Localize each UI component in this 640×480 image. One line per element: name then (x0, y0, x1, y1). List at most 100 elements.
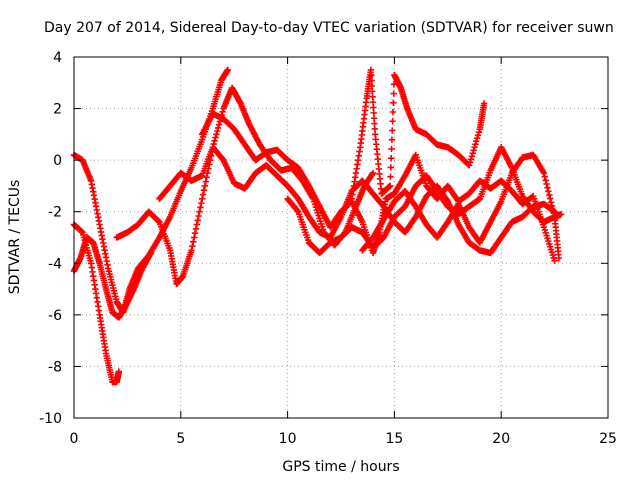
data-point-marker (544, 184, 551, 191)
y-tick-label: -6 (48, 308, 62, 324)
y-tick-label: 2 (53, 102, 62, 118)
data-point-marker (386, 182, 394, 190)
y-tick-label: -4 (48, 256, 62, 272)
tick-labels: 0 5 10 15 20 25 -10 -8 -6 -4 -2 0 2 4 (39, 50, 617, 447)
y-tick-label: 4 (53, 50, 62, 66)
data-point-marker (198, 199, 205, 207)
data-point-marker (190, 234, 198, 241)
data-point-marker (370, 115, 378, 122)
data-point-marker (480, 100, 488, 107)
data-point-marker (197, 204, 204, 211)
data-point-marker (202, 178, 209, 185)
series-track-g (348, 66, 488, 203)
data-point-marker (475, 129, 483, 136)
data-point-marker (389, 127, 396, 134)
data-point-marker (468, 153, 476, 160)
data-point-marker (389, 108, 397, 116)
plot-frame (73, 56, 609, 419)
grid-lines (74, 57, 608, 418)
data-point-marker (469, 150, 476, 157)
data-point-marker (388, 145, 395, 153)
data-point-marker (471, 144, 478, 151)
data-point-marker (195, 212, 202, 220)
data-point-marker (155, 217, 162, 225)
data-point-marker (388, 136, 396, 143)
data-point-marker (191, 230, 199, 237)
data-point-marker (467, 156, 475, 163)
data-point-marker (546, 191, 553, 199)
data-point-marker (193, 221, 201, 228)
data-point-marker (214, 127, 221, 135)
data-point-marker (370, 104, 377, 111)
data-point-marker (211, 137, 218, 145)
data-point-marker (557, 211, 565, 218)
data-point-marker (115, 368, 123, 375)
data-point-marker (198, 195, 206, 203)
data-point-marker (368, 72, 375, 79)
data-point-marker (294, 207, 301, 214)
data-point-marker (387, 173, 394, 180)
data-point-marker (371, 120, 378, 127)
y-tick-label: -2 (48, 205, 62, 221)
data-point-marker (548, 202, 556, 210)
chart-title: Day 207 of 2014, Sidereal Day-to-day VTE… (44, 20, 614, 36)
data-point-marker (219, 108, 226, 115)
axis-ticks (73, 56, 609, 419)
data-point-marker (214, 124, 222, 132)
y-tick-label: 0 (53, 153, 62, 169)
x-tick-label: 20 (492, 431, 510, 447)
data-point-marker (369, 98, 377, 106)
data-point-marker (370, 109, 377, 117)
data-point-marker (474, 132, 482, 139)
data-point-marker (367, 66, 375, 74)
data-point-marker (549, 206, 557, 213)
data-point-marker (215, 121, 223, 128)
data-point-marker (189, 242, 196, 250)
data-point-marker (196, 208, 203, 215)
y-tick-label: -10 (39, 411, 62, 427)
data-point-marker (368, 82, 376, 90)
data-point-marker (540, 169, 548, 177)
x-tick-label: 25 (599, 431, 617, 447)
data-point-marker (466, 159, 474, 166)
data-point-marker (551, 257, 558, 264)
data-point-marker (390, 90, 397, 97)
data-point-marker (473, 135, 481, 142)
data-point-marker (224, 66, 231, 74)
series-track-c (70, 234, 155, 321)
data-point-marker (147, 249, 155, 257)
data-point-marker (194, 217, 201, 224)
data-point-marker (465, 162, 473, 169)
data-point-marker (387, 164, 395, 171)
data-point-marker (190, 238, 197, 245)
data-point-marker (390, 99, 397, 106)
y-axis-label: SDTVAR / TECUs (7, 180, 23, 295)
data-point-marker (203, 174, 210, 181)
data-point-marker (546, 195, 554, 202)
x-axis-label: GPS time / hours (282, 459, 399, 475)
data-point-marker (200, 187, 208, 194)
data-point-marker (369, 169, 377, 177)
data-point-marker (213, 131, 220, 138)
series-track-a (70, 66, 231, 316)
x-tick-label: 0 (70, 431, 79, 447)
data-point-marker (542, 177, 549, 184)
data-point-marker (387, 155, 395, 162)
data-point-marker (201, 182, 209, 190)
data-point-marker (470, 147, 477, 154)
data-point-marker (472, 141, 479, 148)
data-point-marker (371, 125, 379, 133)
y-tick-label: -8 (48, 359, 62, 375)
data-point-marker (543, 180, 550, 188)
data-series-layer (70, 66, 565, 386)
series-track-i (284, 144, 565, 257)
data-point-marker (368, 77, 375, 84)
data-point-marker (369, 93, 376, 100)
data-point-marker (192, 225, 200, 233)
x-tick-label: 15 (385, 431, 403, 447)
data-point-marker (547, 199, 555, 206)
x-tick-label: 5 (176, 431, 185, 447)
data-point-marker (545, 188, 552, 195)
data-point-marker (369, 88, 376, 95)
